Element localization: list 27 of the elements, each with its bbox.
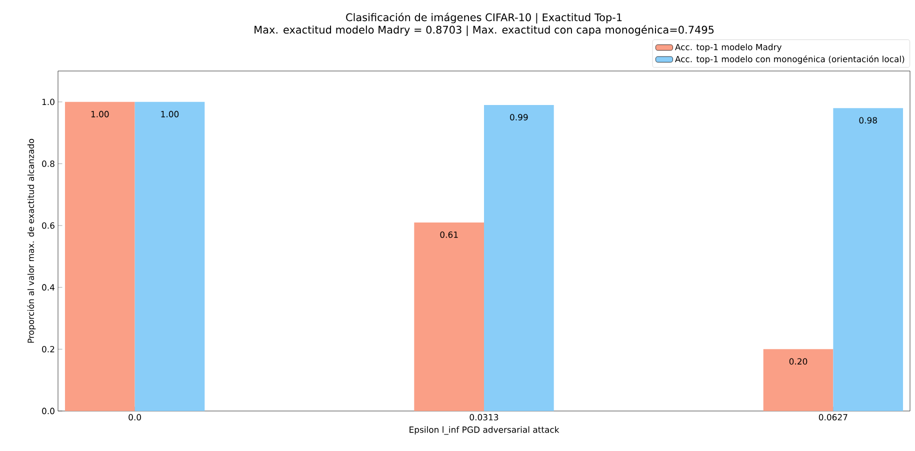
- y-tick-label: 0.0: [42, 408, 54, 414]
- data-label: 0.20: [789, 358, 808, 365]
- y-tick-label: 0.6: [42, 222, 54, 229]
- bar: [134, 102, 205, 411]
- legend-label: Acc. top-1 modelo Madry: [674, 44, 782, 52]
- x-tick-label: 0.0627: [818, 414, 848, 420]
- data-label: 1.00: [91, 110, 109, 118]
- x-tick-label: 0.0313: [470, 414, 498, 420]
- chart-subtitle: Max. exactitud modelo Madry = 0.8703 | Max. exactitud con capa monogénica=0.7495: [254, 25, 714, 36]
- y-axis-title: Proporción al valor max. de exactitud alcanzado: [27, 138, 36, 343]
- data-label: 0.61: [440, 231, 458, 238]
- y-tick-label: 0.2: [42, 346, 54, 352]
- bar: [64, 102, 135, 411]
- bar: [763, 349, 834, 411]
- legend-label: Acc. top-1 modelo con monogénica (orientación local): [674, 55, 904, 64]
- chart-title: Clasificación de imágenes CIFAR-10 | Exactitud Top-1: [346, 12, 622, 24]
- y-tick-label: 0.4: [42, 284, 54, 291]
- x-axis-title: Epsilon l_inf PGD adversarial attack: [410, 426, 560, 435]
- bar: [484, 104, 554, 411]
- data-label: 1.00: [161, 110, 179, 118]
- x-tick-label: 0.0: [128, 414, 141, 420]
- data-label: 0.99: [510, 114, 528, 120]
- data-label: 0.98: [859, 117, 877, 124]
- y-tick-label: 1.0: [42, 98, 54, 106]
- bar: [833, 108, 904, 411]
- bar: [414, 222, 484, 411]
- y-tick-label: 0.8: [42, 160, 54, 167]
